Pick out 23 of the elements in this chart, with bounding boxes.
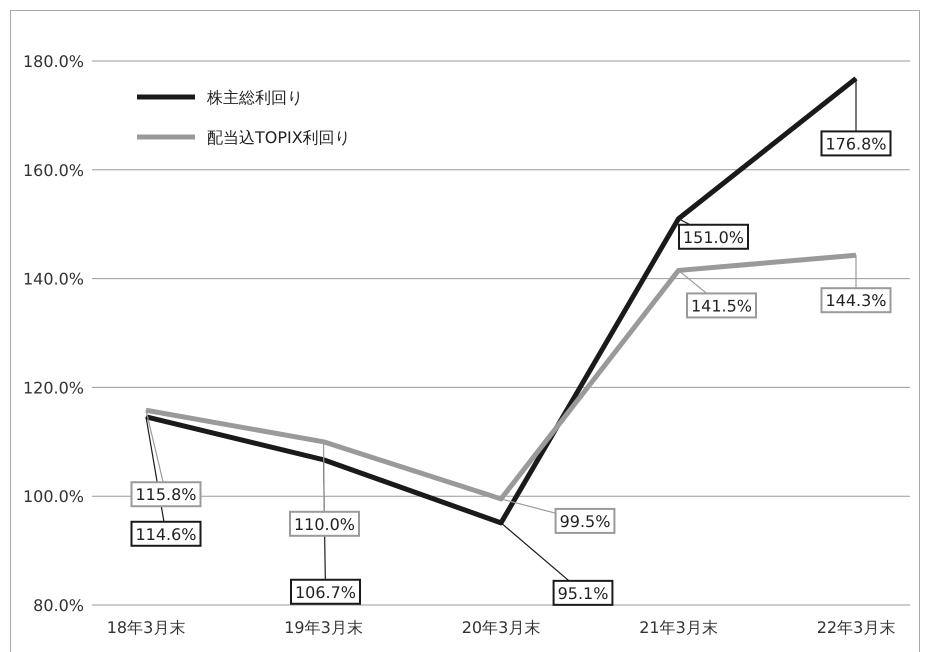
- x-tick-label: 22年3月末: [816, 618, 896, 637]
- legend-label: 配当込TOPIX利回り: [207, 128, 351, 147]
- data-label: 110.0%: [294, 514, 356, 534]
- data-label: 141.5%: [690, 296, 752, 316]
- x-tick-label: 18年3月末: [106, 618, 186, 637]
- data-label: 151.0%: [682, 228, 744, 247]
- data-label: 144.3%: [825, 291, 887, 310]
- y-tick-label: 180.0%: [22, 52, 84, 71]
- x-tick-label: 19年3月末: [284, 618, 363, 637]
- legend-label: 株主総利回り: [206, 88, 303, 107]
- y-tick-label: 100.0%: [22, 487, 84, 506]
- data-label: 106.7%: [294, 582, 356, 602]
- y-tick-label: 80.0%: [33, 596, 84, 615]
- x-tick-label: 20年3月末: [462, 618, 540, 637]
- data-label: 115.8%: [135, 485, 197, 504]
- data-label: 95.1%: [558, 584, 608, 603]
- y-tick-label: 140.0%: [22, 270, 84, 289]
- data-label: 176.8%: [825, 134, 887, 154]
- data-label: 114.6%: [135, 524, 197, 544]
- y-tick-label: 160.0%: [22, 160, 84, 180]
- data-label: 99.5%: [560, 512, 610, 531]
- y-tick-label: 120.0%: [22, 378, 84, 398]
- x-tick-label: 21年3月末: [639, 618, 718, 637]
